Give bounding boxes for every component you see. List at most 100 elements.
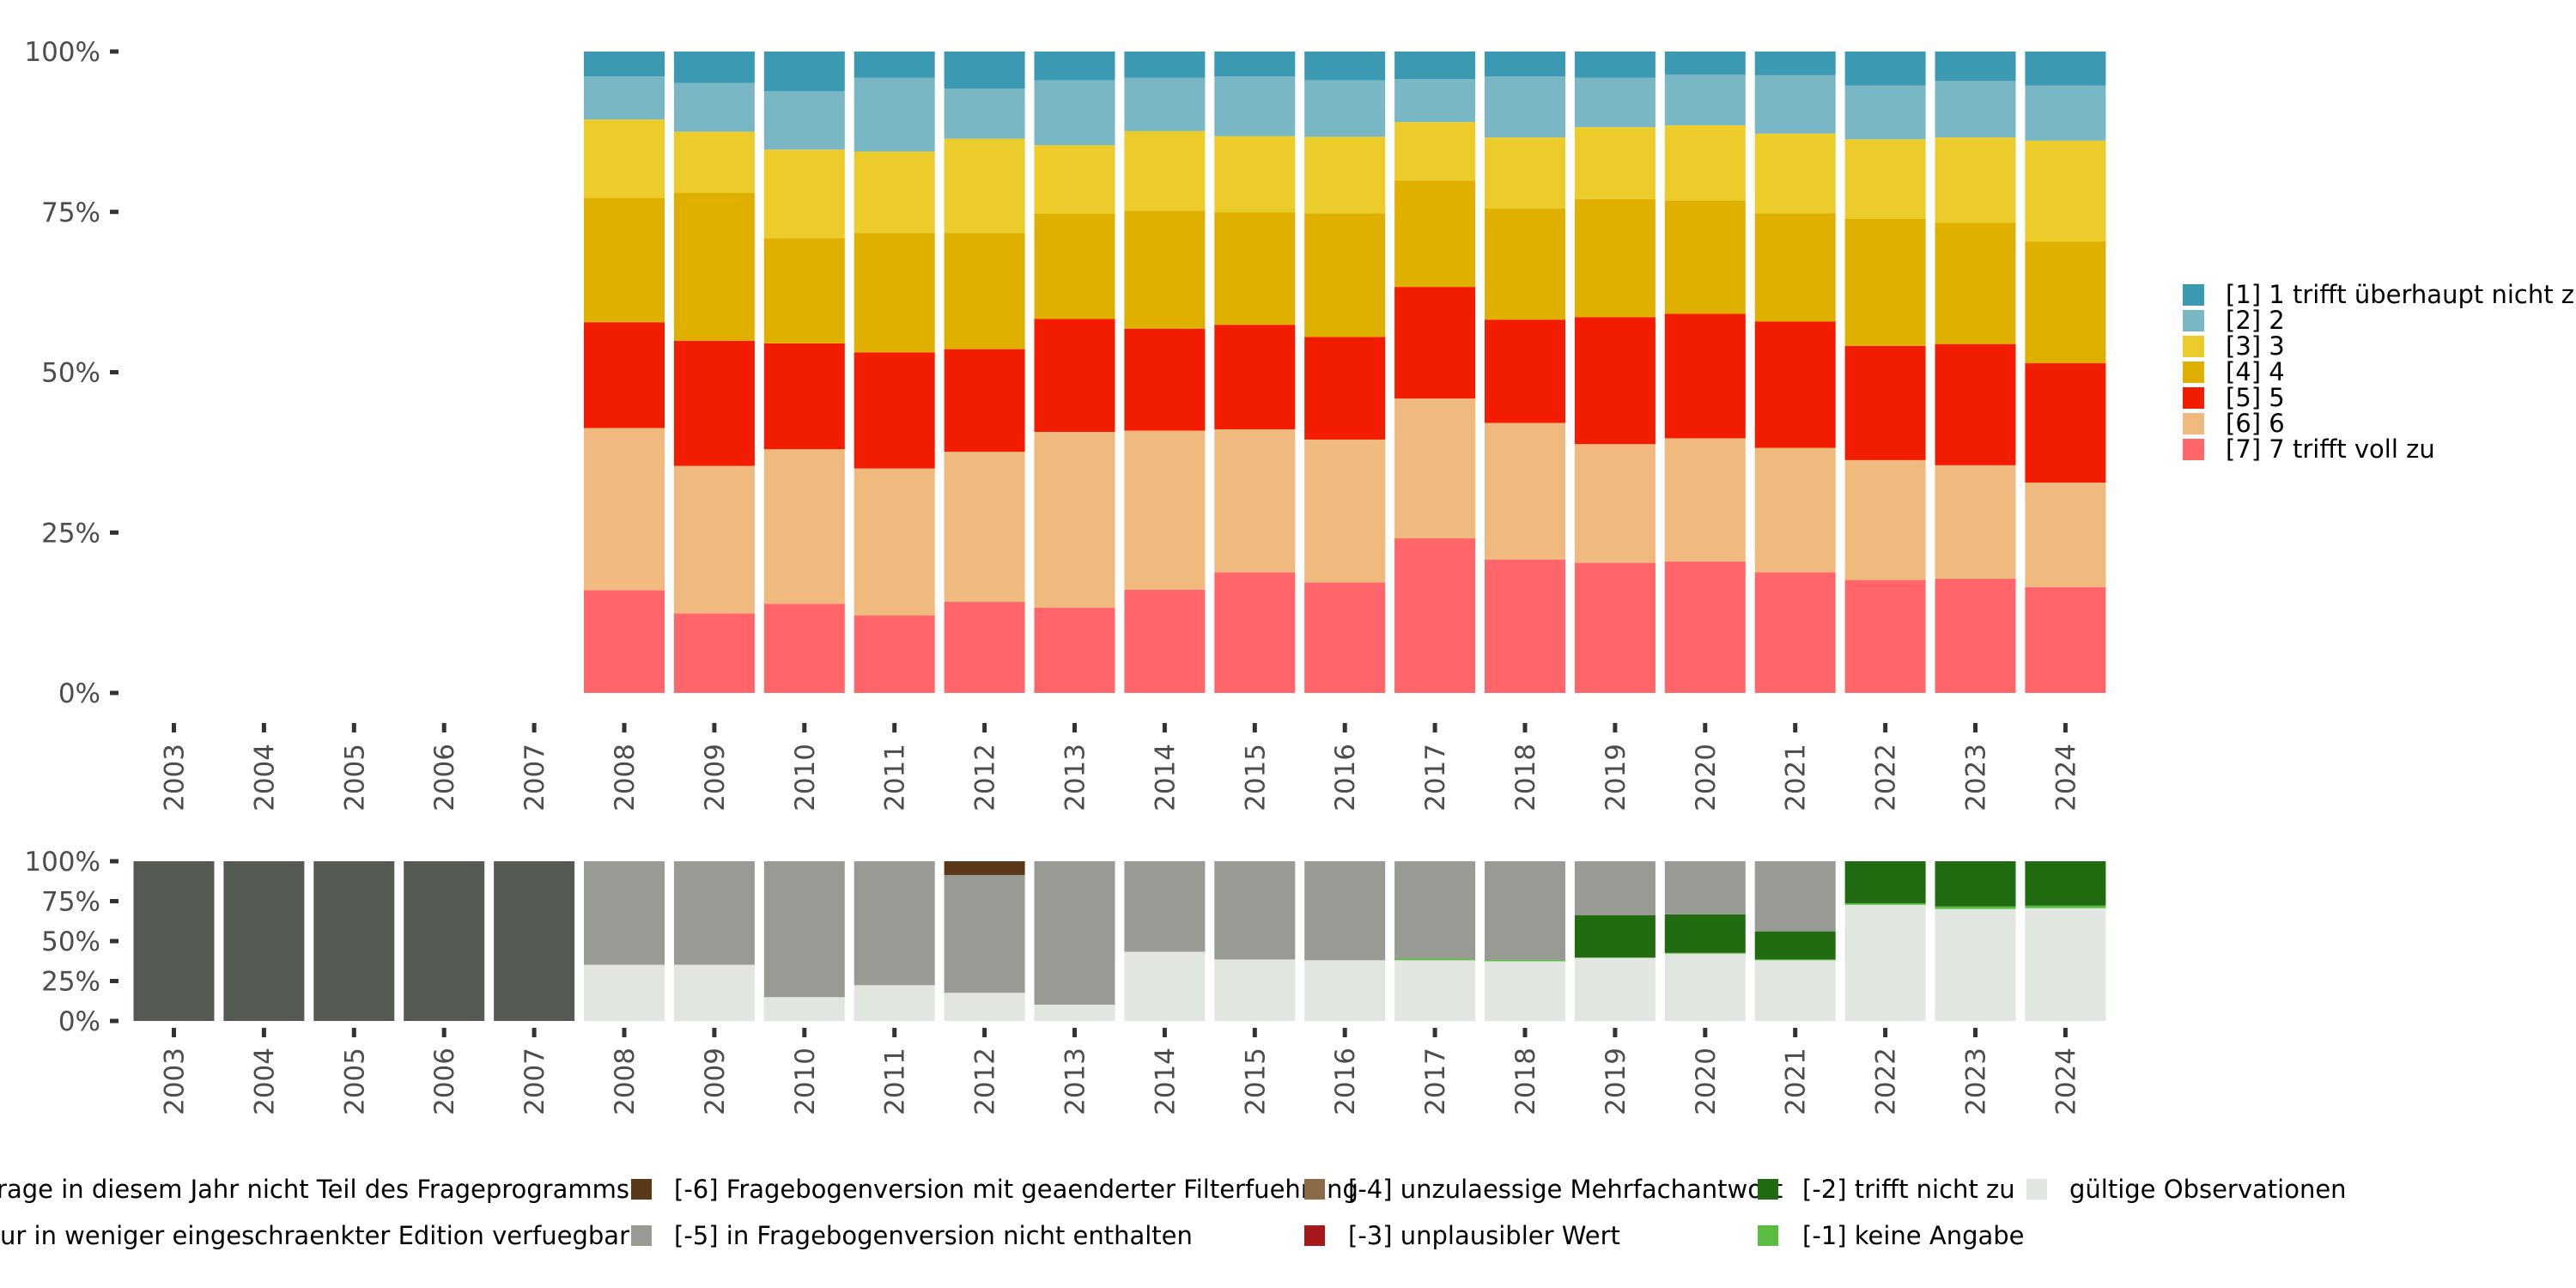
- bottom-bar-segment: [1124, 861, 1206, 952]
- bottom-bar-segment: [1844, 904, 1926, 1021]
- top-bar-segment: [1124, 328, 1206, 431]
- top-x-tick-label: 2017: [1420, 744, 1451, 811]
- top-bar-segment: [1485, 422, 1565, 560]
- top-bar-segment: [1844, 459, 1926, 580]
- bottom-x-tick-label: 2007: [519, 1048, 550, 1115]
- top-bar-segment: [1124, 430, 1206, 590]
- top-bar-segment: [1844, 218, 1926, 346]
- bottom-y-axis: 0% 25% 50% 75% 100%: [24, 847, 118, 1037]
- top-bar-segment: [1844, 52, 1926, 86]
- bottom-bar-segment: [673, 964, 755, 1021]
- top-bar-segment: [1485, 209, 1565, 320]
- top-bar-segment: [1574, 77, 1656, 128]
- top-bar-segment: [1485, 559, 1565, 693]
- top-bar-segment: [854, 77, 935, 152]
- top-bar-segment: [1124, 52, 1206, 78]
- top-x-tick-label: 2009: [700, 744, 731, 811]
- top-bar-segment: [673, 340, 755, 466]
- bottom-bar-segment: [1394, 958, 1476, 961]
- top-bar-segment: [763, 343, 845, 450]
- bottom-legend: [-8] Frage in diesem Jahr nicht Teil des…: [0, 1175, 2347, 1250]
- top-bar-segment: [1844, 345, 1926, 460]
- top-bar-segment: [584, 119, 665, 198]
- bottom-x-tick-label: 2003: [160, 1048, 191, 1115]
- bottom-legend-swatch: [1758, 1225, 1778, 1246]
- bottom-bar-segment: [1664, 953, 1746, 1021]
- top-x-tick-label: 2015: [1240, 744, 1271, 811]
- top-bar-segment: [1844, 580, 1926, 693]
- top-bar-segment: [1034, 80, 1115, 146]
- bottom-bar-segment: [1574, 861, 1656, 915]
- top-x-tick-label: 2012: [970, 744, 1001, 811]
- bottom-legend-label: [-8] Frage in diesem Jahr nicht Teil des…: [0, 1175, 629, 1204]
- top-x-tick-label: 2005: [339, 744, 370, 811]
- top-bar-segment: [2025, 363, 2106, 483]
- top-bar-segment: [1034, 607, 1115, 693]
- bottom-legend-label: gültige Observationen: [2069, 1175, 2347, 1204]
- bottom-bar-segment: [1754, 931, 1836, 960]
- top-legend-label: [1] 1 trifft überhaupt nicht zu: [2226, 280, 2576, 309]
- top-x-tick-label: 2022: [1871, 744, 1902, 811]
- top-bar-segment: [1394, 180, 1476, 288]
- bottom-legend-swatch: [2026, 1179, 2047, 1200]
- bottom-bar-segment: [584, 964, 665, 1021]
- top-bar-segment: [1304, 439, 1386, 583]
- top-legend-swatch: [2183, 336, 2204, 357]
- bottom-bar-segment: [1304, 960, 1386, 1021]
- top-bar-segment: [1304, 213, 1386, 337]
- top-bar-segment: [1754, 213, 1836, 322]
- bottom-legend-swatch: [631, 1225, 652, 1246]
- top-bar-segment: [944, 349, 1025, 453]
- bottom-bar-segment: [944, 861, 1025, 875]
- top-bar-segment: [2025, 482, 2106, 587]
- top-legend-swatch: [2183, 284, 2204, 306]
- top-x-tick-label: 2008: [610, 744, 641, 811]
- bottom-x-tick-label: 2008: [610, 1048, 641, 1115]
- bottom-y-tick-label: 100%: [24, 847, 100, 878]
- bottom-bar-segment: [223, 861, 305, 1021]
- top-bar-segment: [584, 197, 665, 323]
- bottom-bar-segment: [763, 997, 845, 1021]
- bottom-x-tick-label: 2023: [1961, 1048, 1992, 1115]
- top-bar-segment: [1574, 52, 1656, 78]
- top-bar-segment: [673, 131, 755, 193]
- bottom-x-tick-label: 2013: [1060, 1048, 1091, 1115]
- top-panel-valid-responses: 0% 25% 50% 75% 100% 2003 2004 2005 2006 2007 2008…: [24, 37, 2106, 811]
- bottom-legend-swatch: [631, 1179, 652, 1200]
- top-x-tick-label: 2024: [2050, 744, 2081, 811]
- top-x-tick-label: 2014: [1150, 744, 1181, 811]
- bottom-bar-segment: [2025, 908, 2106, 1021]
- top-bar-segment: [1664, 561, 1746, 693]
- top-bar-segment: [1664, 125, 1746, 201]
- bottom-bars: [133, 861, 2106, 1021]
- top-bar-segment: [1304, 582, 1386, 693]
- top-bar-segment: [1935, 465, 2016, 580]
- top-bar-segment: [944, 233, 1025, 349]
- bottom-legend-label: [-1] keine Angabe: [1802, 1221, 2025, 1250]
- bottom-bar-segment: [1304, 861, 1386, 961]
- top-bar-segment: [1754, 447, 1836, 573]
- top-bars: [584, 52, 2106, 693]
- bottom-bar-segment: [1034, 1005, 1115, 1021]
- top-bar-segment: [1935, 343, 2016, 465]
- bottom-legend-label: [-3] unplausibler Wert: [1348, 1221, 1620, 1250]
- top-bar-segment: [1214, 76, 1296, 137]
- top-y-axis: 0% 25% 50% 75% 100%: [24, 37, 118, 709]
- top-bar-segment: [1124, 210, 1206, 329]
- bottom-bar-segment: [494, 861, 575, 1021]
- top-bar-segment: [1124, 77, 1206, 131]
- top-bar-segment: [1935, 52, 2016, 82]
- top-y-tick-label: 25%: [41, 518, 100, 549]
- top-bar-segment: [763, 604, 845, 693]
- bottom-bar-segment: [1574, 957, 1656, 1021]
- top-bar-segment: [1754, 75, 1836, 134]
- bottom-x-tick-label: 2014: [1150, 1048, 1181, 1115]
- bottom-x-axis: 2003 2004 2005 2006 2007 2008 2009 2010 2011 2012…: [160, 1028, 2081, 1115]
- top-bar-segment: [1214, 212, 1296, 325]
- top-x-tick-label: 2013: [1060, 744, 1091, 811]
- bottom-y-tick-label: 0%: [58, 1006, 100, 1037]
- top-bar-segment: [1574, 444, 1656, 563]
- bottom-x-tick-label: 2024: [2050, 1048, 2081, 1115]
- bottom-bar-segment: [584, 861, 665, 965]
- bottom-x-tick-label: 2009: [700, 1048, 731, 1115]
